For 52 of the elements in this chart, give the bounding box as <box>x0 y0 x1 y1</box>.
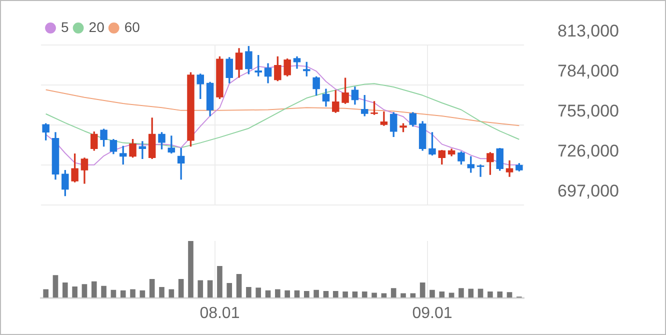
bar <box>217 266 222 298</box>
bar <box>207 280 213 298</box>
bar <box>439 292 445 298</box>
bar <box>91 281 97 298</box>
bar <box>420 282 426 298</box>
bar <box>159 287 164 298</box>
bar <box>468 288 474 298</box>
bar <box>497 292 503 298</box>
y-tick-label: 784,000 <box>558 62 619 81</box>
y-tick-label: 755,000 <box>558 102 619 121</box>
bar <box>275 289 280 298</box>
bar <box>188 241 194 298</box>
y-tick-label: 697,000 <box>558 181 619 200</box>
legend-label: 20 <box>88 18 105 35</box>
bar <box>178 279 184 298</box>
x-tick-label: 08.01 <box>200 304 240 322</box>
bar <box>478 288 484 298</box>
x-tick-label: 09.01 <box>412 304 452 322</box>
bar <box>448 292 454 298</box>
bar <box>149 279 155 298</box>
bar <box>198 280 204 298</box>
bar <box>72 286 78 298</box>
bar <box>352 292 358 298</box>
y-tick-label: 726,000 <box>558 142 619 161</box>
bar <box>430 290 435 298</box>
bar <box>372 292 377 298</box>
bar <box>390 288 396 298</box>
bar <box>323 290 329 298</box>
bar <box>130 289 136 298</box>
bar <box>120 290 126 298</box>
legend-label: 5 <box>61 18 69 35</box>
bar <box>304 290 310 298</box>
bar <box>488 292 493 298</box>
bar <box>314 290 319 298</box>
bar <box>256 288 262 298</box>
bar <box>284 290 290 298</box>
bar <box>43 289 48 298</box>
legend-label: 60 <box>124 18 140 35</box>
bar <box>342 292 348 298</box>
bar <box>52 275 58 298</box>
bar <box>236 274 242 298</box>
bar <box>362 292 368 298</box>
bar <box>226 283 232 298</box>
bar <box>246 287 252 298</box>
bar <box>82 284 88 298</box>
bar <box>101 286 106 298</box>
bar <box>332 290 338 298</box>
y-tick-label: 813,000 <box>558 22 619 41</box>
bar <box>506 292 512 298</box>
bar <box>458 288 464 298</box>
bar <box>400 293 406 298</box>
bar <box>62 282 68 298</box>
